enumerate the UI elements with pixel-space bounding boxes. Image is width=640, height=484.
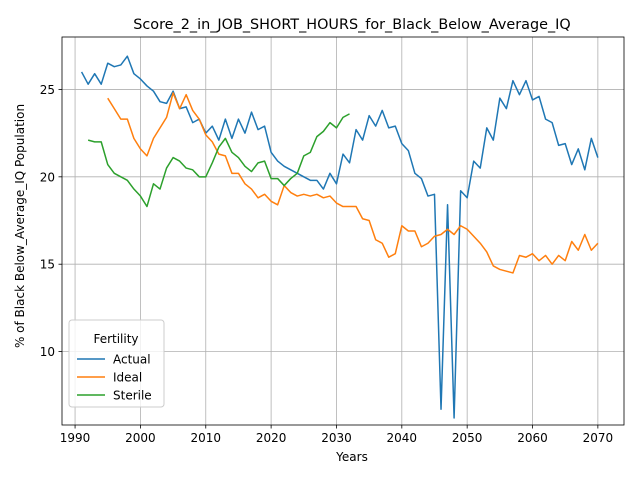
x-tick-label: 2050 xyxy=(452,431,483,445)
x-tick-label: 1990 xyxy=(60,431,91,445)
y-tick-label: 10 xyxy=(40,345,55,359)
legend: Fertility Actual Ideal Sterile xyxy=(68,319,165,408)
x-tick-label: 2040 xyxy=(387,431,418,445)
axes-frame xyxy=(61,36,625,426)
legend-label-actual: Actual xyxy=(113,353,151,367)
x-tick-label: 2060 xyxy=(517,431,548,445)
legend-label-ideal: Ideal xyxy=(113,371,142,385)
legend-title: Fertility xyxy=(93,332,138,346)
y-tick-label: 20 xyxy=(40,170,55,184)
y-axis-label: % of Black Below_Average_IQ Population xyxy=(13,104,27,348)
legend-frame xyxy=(68,319,165,408)
series-line-sterile xyxy=(87,113,350,208)
x-tick-label: 2010 xyxy=(190,431,221,445)
y-tick-label: 25 xyxy=(40,83,55,97)
x-tick-label: 2000 xyxy=(125,431,156,445)
x-tick-label: 2070 xyxy=(583,431,614,445)
series-line-actual xyxy=(80,55,599,419)
y-tick-label: 15 xyxy=(40,258,55,272)
series-line-ideal xyxy=(107,92,599,274)
x-axis-label: Years xyxy=(335,450,368,464)
x-tick-label: 2030 xyxy=(321,431,352,445)
chart-title: Score_2_in_JOB_SHORT_HOURS_for_Black_Bel… xyxy=(133,17,571,33)
plot-area: 1990 2000 2010 2020 2030 2040 2050 2060 2070 10 15… xyxy=(40,36,625,445)
x-tick-label: 2020 xyxy=(256,431,287,445)
legend-label-sterile: Sterile xyxy=(113,389,152,403)
